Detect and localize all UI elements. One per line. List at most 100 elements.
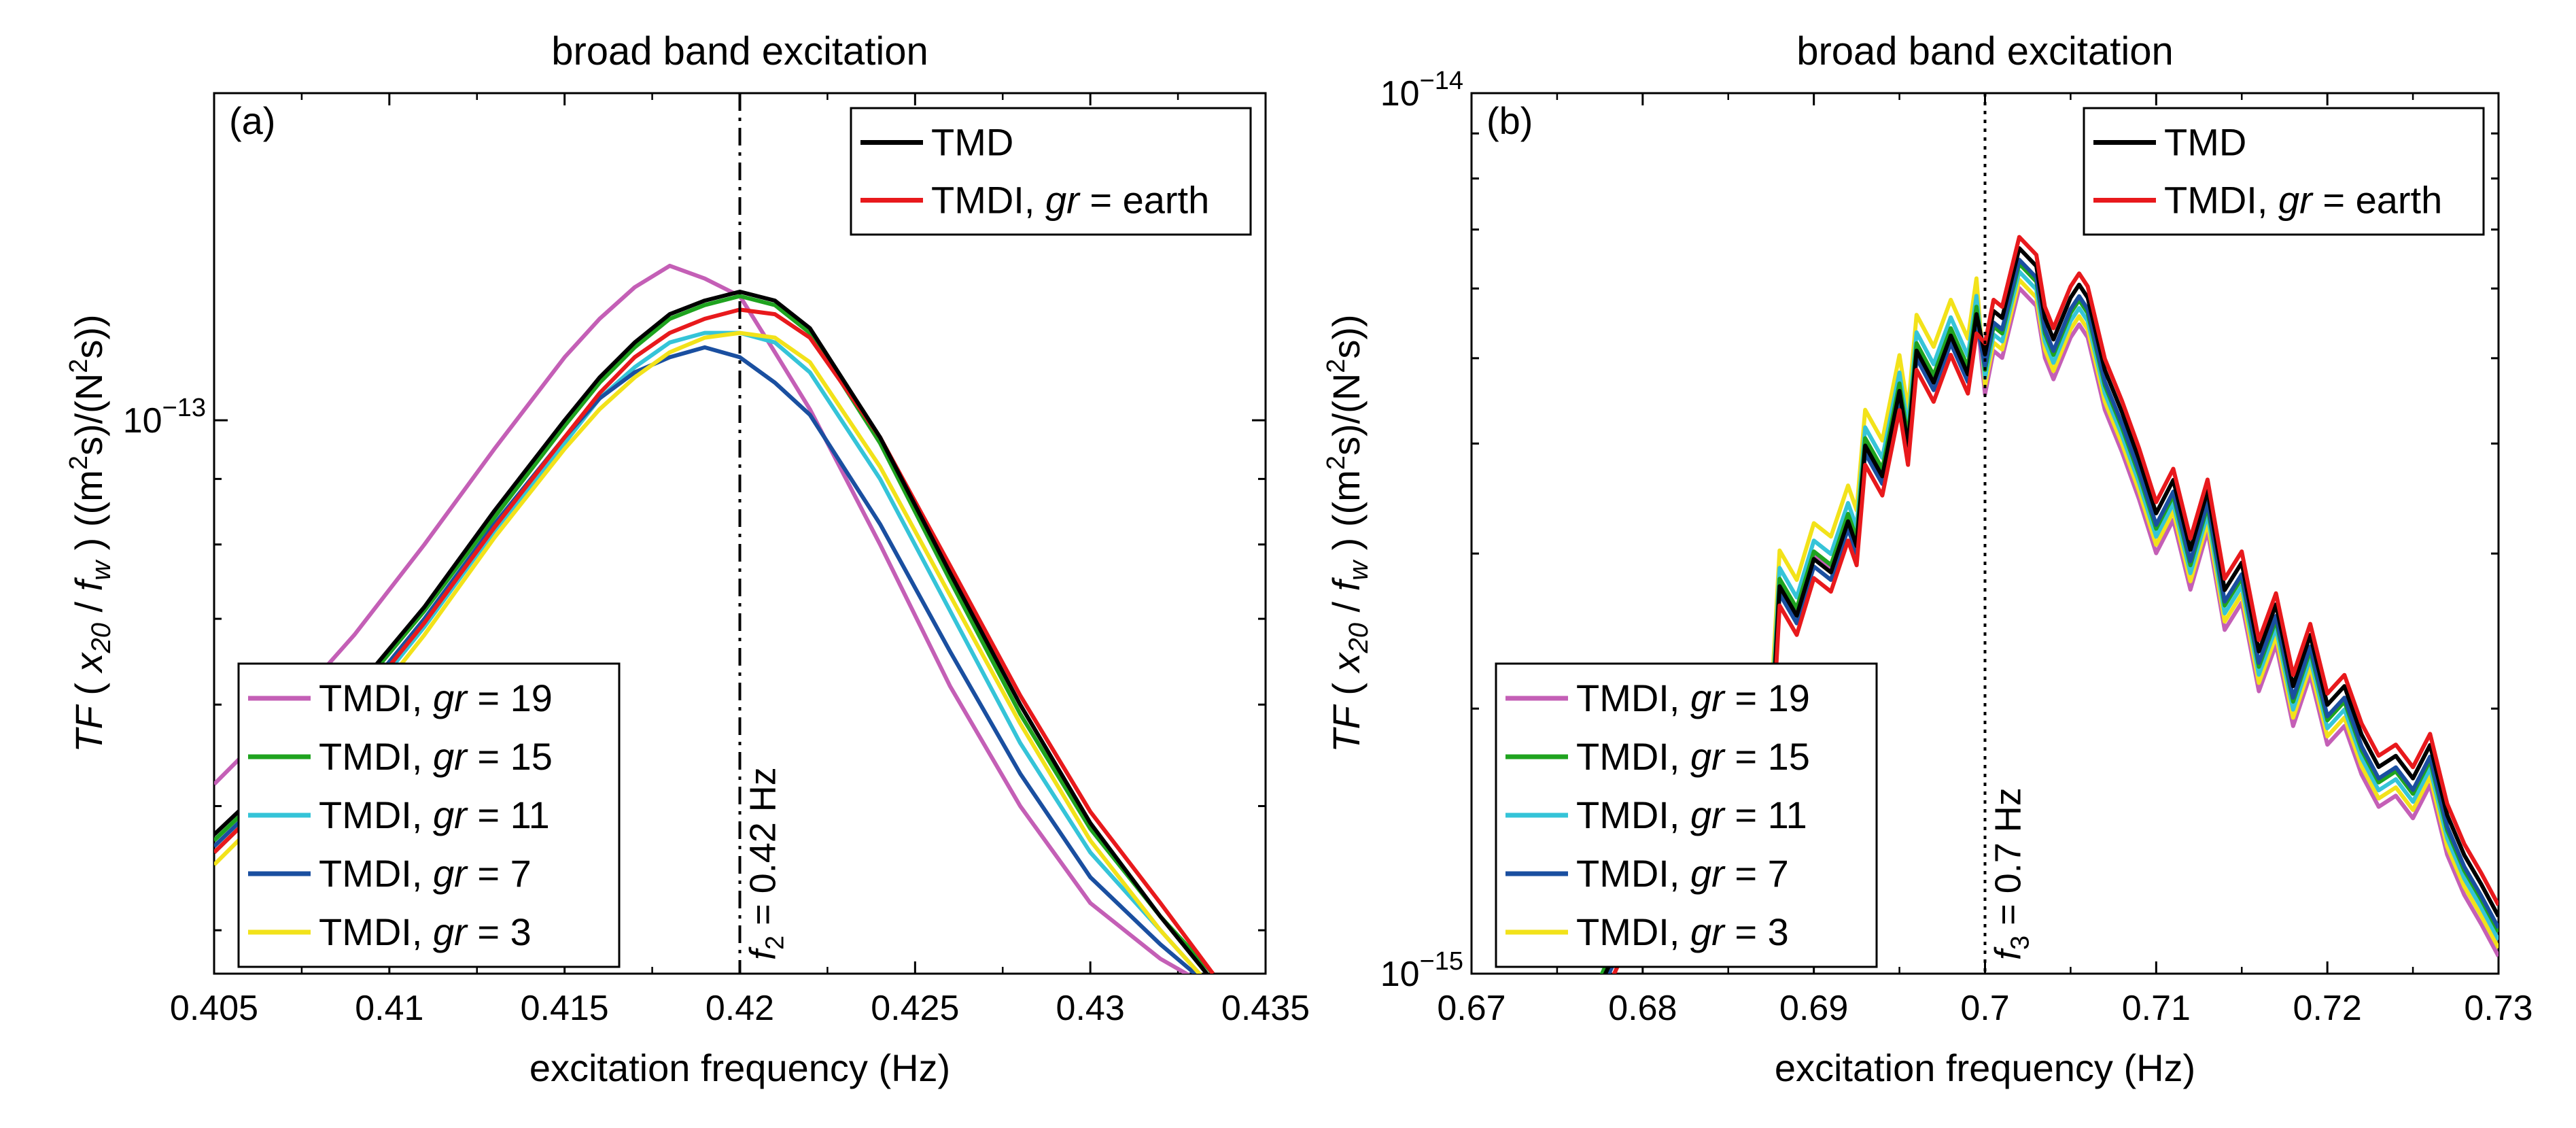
legend-entry: TMDI, gr = 15 bbox=[1576, 735, 1810, 778]
y-label-slash: / bbox=[1325, 591, 1368, 623]
chart-title: broad band excitation bbox=[1796, 29, 2174, 73]
series-line-tmd bbox=[1603, 246, 2499, 974]
legend-entry: TMD bbox=[931, 121, 1013, 164]
x-tick-label: 0.67 bbox=[1437, 989, 1505, 1028]
y-tick-exponent: −15 bbox=[1420, 947, 1463, 976]
x-tick-label: 0.41 bbox=[355, 989, 423, 1028]
series-line-tmdi-gr-earth bbox=[1612, 235, 2499, 974]
legend-top: TMD TMDI, gr = earth bbox=[2083, 107, 2485, 236]
y-label-f-sub: w bbox=[86, 559, 116, 581]
vline-label-rest: = 0.42 Hz bbox=[743, 767, 784, 936]
series-line-tmdi-gr-7 bbox=[214, 345, 1198, 974]
legend-entry-text: TMDI, bbox=[319, 735, 433, 778]
y-tick-label: 10−13 bbox=[123, 394, 206, 441]
y-label-x-sub: 20 bbox=[86, 623, 116, 654]
vline-label-sub: 2 bbox=[761, 936, 790, 950]
legend-entry-value: = 15 bbox=[467, 735, 553, 778]
y-tick-base: 10 bbox=[1380, 74, 1420, 114]
legend-entry-value: = 11 bbox=[467, 793, 550, 836]
legend-entry-value: = 3 bbox=[1724, 910, 1789, 953]
legend-top-box bbox=[850, 107, 1252, 236]
series-line-tmdi-gr-3 bbox=[1598, 276, 2499, 951]
y-label-sup1: 2 bbox=[65, 456, 93, 470]
series-line-tmdi-gr-3 bbox=[214, 330, 1202, 974]
legend-entry: TMDI, gr = 7 bbox=[1576, 852, 1789, 895]
legend-entry-text: TMDI, bbox=[1576, 677, 1690, 719]
legend-entry-text: TMDI, bbox=[1576, 793, 1690, 836]
y-label-x-sub: 20 bbox=[1344, 623, 1374, 654]
legend-entry-text: TMDI, bbox=[319, 852, 433, 895]
y-label-units-b: s)/(N bbox=[67, 373, 110, 456]
y-label-slash: / bbox=[67, 591, 110, 623]
y-axis-label: TF ( x20 / fw ) ((m2s)/(N2s)) bbox=[1322, 314, 1374, 752]
series-line-tmdi-gr-15 bbox=[214, 294, 1215, 974]
legend-entry: TMDI, gr = 11 bbox=[1576, 793, 1807, 836]
vline-label-f: f bbox=[743, 946, 784, 960]
vline-label: f2 = 0.42 Hz bbox=[743, 767, 790, 960]
y-tick-exponent: −13 bbox=[162, 394, 206, 422]
y-tick-base: 10 bbox=[1380, 955, 1420, 994]
legend-entry-italic: gr bbox=[1045, 179, 1081, 222]
y-label-tf: TF bbox=[1325, 704, 1368, 753]
plot-area bbox=[214, 263, 1215, 974]
legend-entry-italic: gr bbox=[433, 735, 468, 778]
legend-entry-value: = 11 bbox=[1724, 793, 1807, 836]
y-label-sup2: 2 bbox=[1322, 359, 1351, 373]
legend-entry: TMD bbox=[2164, 121, 2246, 164]
y-label-sup1: 2 bbox=[1322, 456, 1351, 470]
legend-entry: TMDI, gr = earth bbox=[931, 179, 1209, 222]
legend-entry-value: = 7 bbox=[467, 852, 532, 895]
legend-entry-text: TMDI, bbox=[319, 793, 433, 836]
x-tick-label: 0.43 bbox=[1056, 989, 1125, 1028]
x-axis-label: excitation frequency (Hz) bbox=[529, 1046, 950, 1089]
legend-entry-value: = 7 bbox=[1724, 852, 1789, 895]
legend-entry: TMDI, gr = 19 bbox=[319, 677, 553, 719]
x-tick-label: 0.405 bbox=[170, 989, 258, 1028]
legend-entry-text: TMDI, bbox=[931, 179, 1045, 222]
legend-entry: TMDI, gr = 7 bbox=[319, 852, 532, 895]
legend-entry-value: = 19 bbox=[467, 677, 553, 719]
legend-entry-italic: gr bbox=[1690, 735, 1726, 778]
legend-entry-italic: gr bbox=[1690, 910, 1726, 953]
x-tick-label: 0.425 bbox=[871, 989, 959, 1028]
x-tick-label: 0.68 bbox=[1608, 989, 1677, 1028]
vline-label-sub: 3 bbox=[2006, 936, 2035, 950]
y-label-x: x bbox=[1325, 652, 1368, 674]
legend-entry-value: = 15 bbox=[1724, 735, 1810, 778]
legend-entry-italic: gr bbox=[2278, 179, 2314, 222]
legend-entry-value: = 19 bbox=[1724, 677, 1810, 719]
series-line-tmdi-gr-19 bbox=[1601, 286, 2499, 974]
y-label-paren: ( bbox=[67, 672, 110, 706]
x-tick-label: 0.42 bbox=[706, 989, 774, 1028]
y-label-tf: TF bbox=[67, 704, 110, 753]
legend-top-box bbox=[2083, 107, 2485, 236]
legend-entry-text: TMDI, bbox=[1576, 735, 1690, 778]
series-line-tmdi-gr-19 bbox=[214, 263, 1191, 974]
plot-area bbox=[1598, 235, 2499, 974]
vline-label-rest: = 0.7 Hz bbox=[1988, 787, 2029, 936]
x-tick-label: 0.435 bbox=[1221, 989, 1310, 1028]
legend-entry-italic: gr bbox=[433, 910, 468, 953]
y-tick-exponent: −14 bbox=[1420, 67, 1463, 95]
legend-entry-italic: gr bbox=[1690, 852, 1726, 895]
legend-entry-value: = earth bbox=[2312, 179, 2442, 222]
legend-entry-italic: gr bbox=[433, 793, 468, 836]
series-line-tmdi-gr-earth bbox=[214, 307, 1215, 974]
vline-label-f: f bbox=[1988, 946, 2029, 960]
x-tick-label: 0.69 bbox=[1779, 989, 1848, 1028]
y-label-paren: ( bbox=[1325, 672, 1368, 706]
series-line-tmd bbox=[214, 290, 1210, 974]
legend-entry-italic: gr bbox=[1690, 793, 1726, 836]
vline-label: f3 = 0.7 Hz bbox=[1988, 787, 2035, 960]
legend-entry-text: TMDI, bbox=[319, 677, 433, 719]
x-tick-label: 0.73 bbox=[2464, 989, 2533, 1028]
panel-label: (a) bbox=[229, 99, 275, 142]
legend-entry: TMDI, gr = 19 bbox=[1576, 677, 1810, 719]
x-tick-label: 0.71 bbox=[2122, 989, 2191, 1028]
series-line-tmdi-gr-11 bbox=[214, 330, 1202, 974]
y-label-f-sub: w bbox=[1344, 559, 1374, 581]
y-tick-label: 10−15 bbox=[1380, 947, 1463, 994]
series-line-tmdi-gr-11 bbox=[1598, 269, 2499, 969]
legend-entry: TMDI, gr = 15 bbox=[319, 735, 553, 778]
